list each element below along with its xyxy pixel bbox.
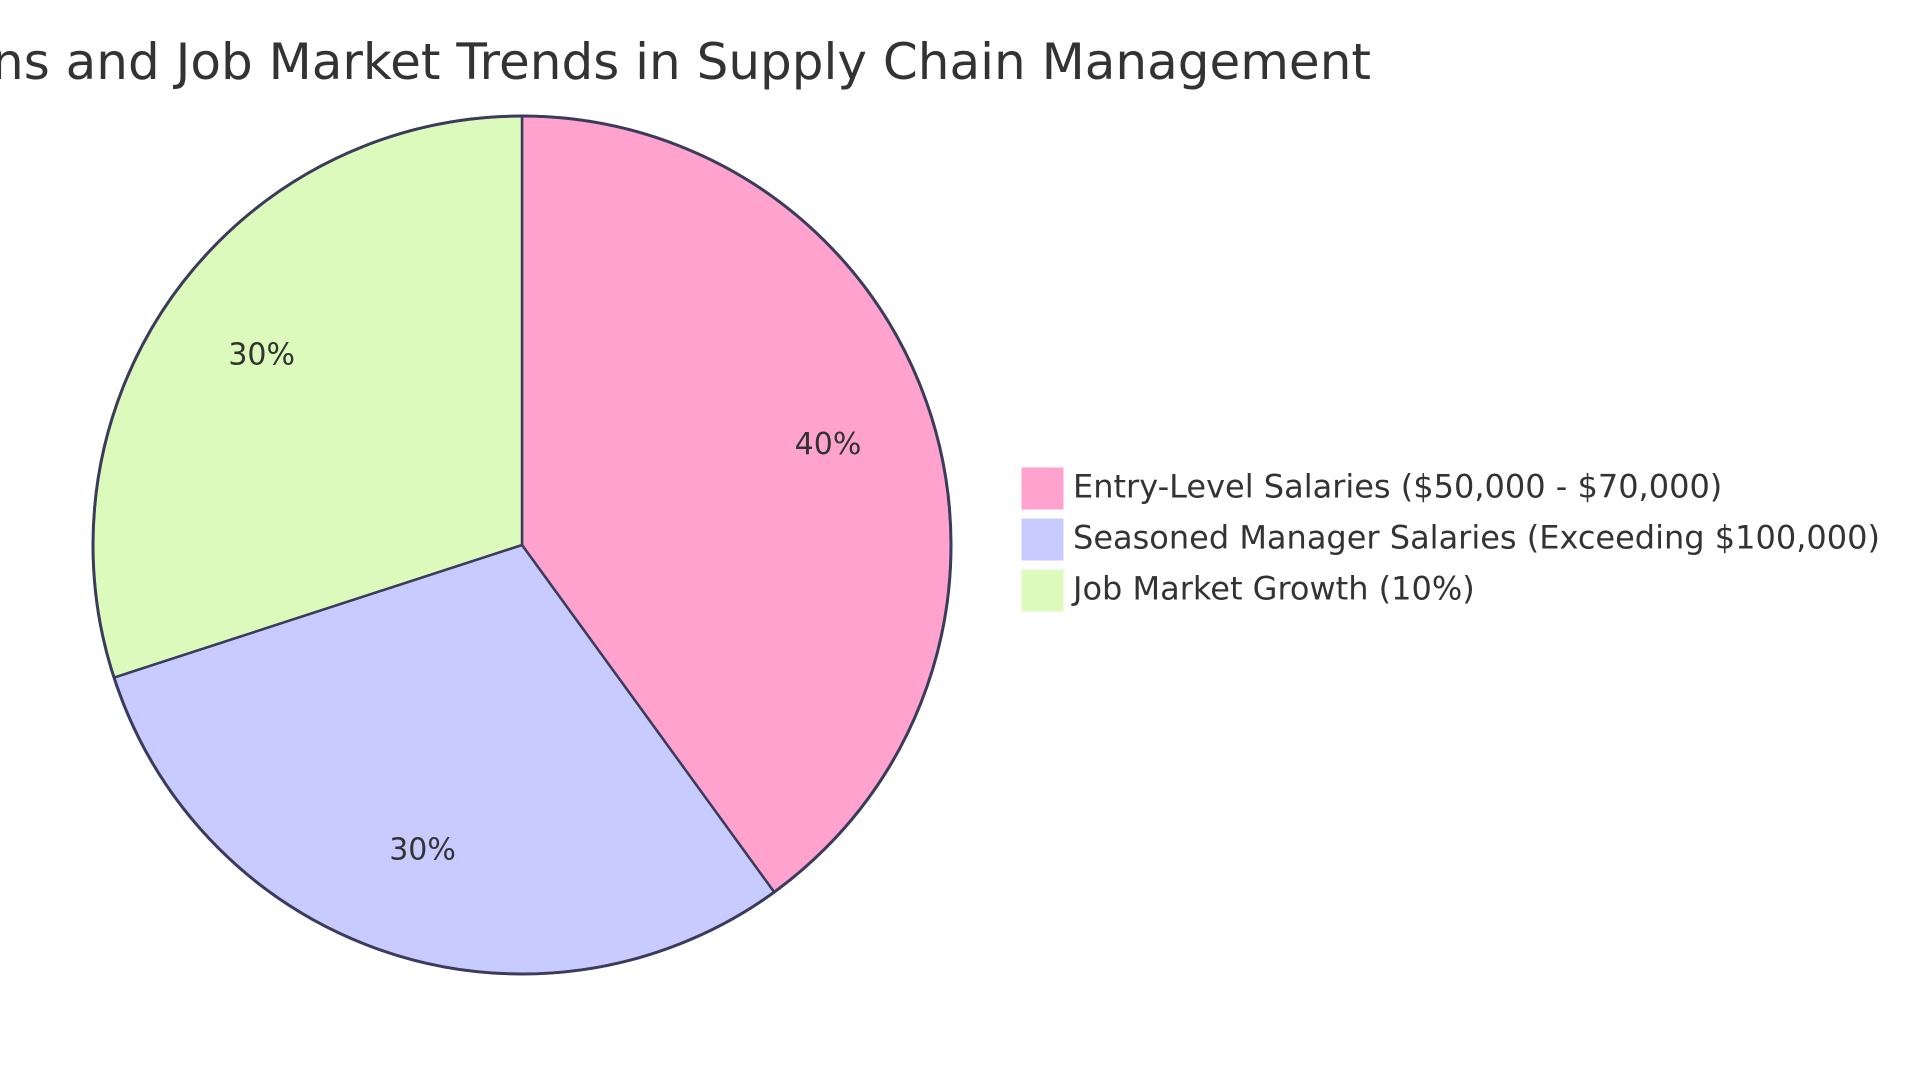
pie-slices xyxy=(91,114,953,976)
pie-outline xyxy=(91,114,953,976)
chart-title: Salary Expectations and Job Market Trend… xyxy=(0,33,1371,91)
slice-label-3: 30% xyxy=(228,337,295,372)
legend-label-3: Job Market Growth (10%) xyxy=(1071,570,1475,608)
slice-label-1: 40% xyxy=(795,427,862,462)
legend: Entry-Level Salaries ($50,000 - $70,000)… xyxy=(1020,466,1880,613)
legend-swatch-2 xyxy=(1020,517,1065,562)
legend-swatch-1 xyxy=(1020,466,1065,511)
legend-label-1: Entry-Level Salaries ($50,000 - $70,000) xyxy=(1073,468,1722,506)
slice-labels: 40% 30% 30% xyxy=(228,337,861,867)
legend-swatch-3 xyxy=(1020,568,1065,613)
legend-label-2: Seasoned Manager Salaries (Exceeding $10… xyxy=(1073,519,1880,557)
slice-label-2: 30% xyxy=(389,833,456,868)
